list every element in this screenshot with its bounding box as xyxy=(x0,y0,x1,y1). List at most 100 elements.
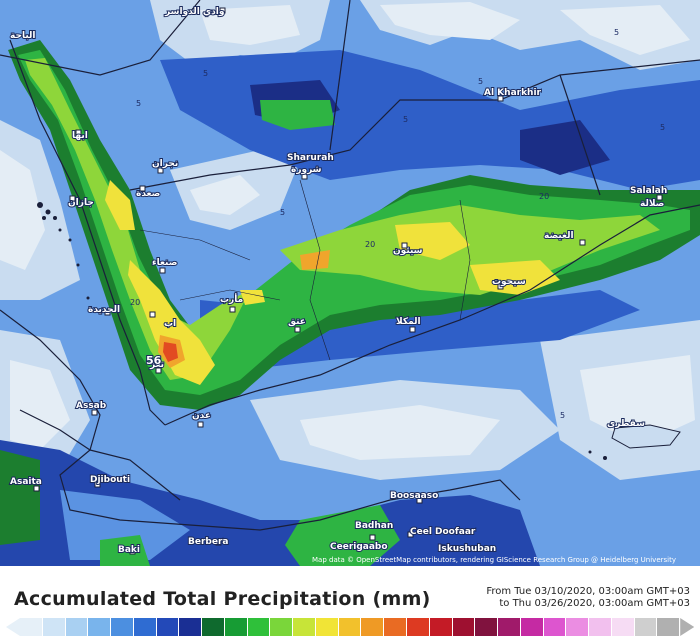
place-label: الغيضة xyxy=(544,231,574,241)
place-label: سيحوت xyxy=(492,277,526,287)
scale-swatch xyxy=(88,618,112,636)
lime-area xyxy=(25,58,250,380)
contour-label: 20 xyxy=(539,192,549,201)
contour-label: 5 xyxy=(614,28,619,37)
place-label: ابها xyxy=(72,131,88,141)
country-borders xyxy=(0,0,700,531)
legend-footer: Accumulated Total Precipitation (mm) Fro… xyxy=(0,566,700,640)
region-line xyxy=(139,229,251,261)
red-sea-coast xyxy=(9,39,166,426)
place-label: صلالة xyxy=(640,199,664,209)
scale-swatch xyxy=(452,618,476,636)
pale-area xyxy=(0,150,45,270)
place-label: وادي الدواسر xyxy=(164,7,224,17)
scale-swatch xyxy=(42,618,66,636)
place-labels: وادي الدواسر الباحة ابها نجران جازان صعد… xyxy=(9,6,668,556)
pale-area xyxy=(190,175,260,215)
scale-swatch xyxy=(475,618,499,636)
contour-label: 5 xyxy=(560,411,565,420)
socotra-island xyxy=(611,424,681,449)
scale-swatch xyxy=(566,618,590,636)
place-label: عدن xyxy=(192,411,211,421)
african-coast xyxy=(0,309,521,531)
scale-swatch xyxy=(20,618,43,636)
border-line xyxy=(0,0,201,76)
scale-swatch xyxy=(156,618,180,636)
scale-swatch xyxy=(338,618,362,636)
place-label: Ceerigaabo xyxy=(330,542,388,552)
place-label: الباحة xyxy=(10,31,35,41)
blue-precip-areas xyxy=(0,50,700,566)
scale-arrow-left xyxy=(6,618,20,636)
place-label: Assab xyxy=(76,401,107,411)
place-label: Iskushuban xyxy=(438,544,496,554)
contour-label: 5 xyxy=(478,77,483,86)
scale-swatch xyxy=(520,618,544,636)
place-label: نجران xyxy=(152,159,178,169)
map-title: Accumulated Total Precipitation (mm) xyxy=(14,588,431,610)
scale-arrow-right xyxy=(680,618,695,636)
scale-swatch xyxy=(634,618,658,636)
contour-label: 5 xyxy=(203,69,208,78)
place-label: Baki xyxy=(118,545,140,555)
green-area xyxy=(100,535,150,566)
max-value-label: 56 xyxy=(146,354,162,367)
precipitation-map[interactable]: 5 5 5 5 5 5 5 20 20 20 5 xyxy=(0,0,700,566)
green-area xyxy=(285,505,400,566)
place-label: سيئون xyxy=(393,246,423,256)
scale-swatch xyxy=(657,618,681,636)
place-label: سقطرى xyxy=(607,419,645,429)
orange-area xyxy=(300,250,330,270)
place-label: الحديدة xyxy=(88,305,120,315)
contour-label: 20 xyxy=(130,298,140,307)
region-line xyxy=(179,289,281,301)
border-line xyxy=(19,409,91,451)
pale-area xyxy=(200,5,300,45)
place-label: Djibouti xyxy=(90,475,130,485)
lime-area xyxy=(280,205,660,295)
scale-swatch xyxy=(407,618,430,636)
place-label: Berbera xyxy=(188,537,228,547)
place-label: Badhan xyxy=(355,521,393,531)
scale-swatch xyxy=(429,618,453,636)
border-line xyxy=(129,59,700,191)
scale-swatch xyxy=(247,618,271,636)
border-line xyxy=(329,0,351,151)
place-label: Ceel Doofaar xyxy=(410,527,476,537)
scale-swatch xyxy=(133,618,157,636)
contour-label: 5 xyxy=(280,208,285,217)
place-label: Sharurah xyxy=(287,153,334,163)
place-label: Boosaaso xyxy=(390,491,438,501)
region-line xyxy=(299,179,331,361)
city-markers xyxy=(33,7,663,555)
pale-area xyxy=(300,405,500,460)
place-label: المكلا xyxy=(396,317,421,327)
date-to: to Thu 03/26/2020, 03:00am GMT+03 xyxy=(499,598,690,609)
yellow-area xyxy=(105,180,135,230)
place-label: صنعاء xyxy=(152,258,177,268)
scale-swatch xyxy=(293,618,316,636)
scale-swatch xyxy=(498,618,521,636)
blue-area xyxy=(520,120,610,175)
green-area xyxy=(8,40,700,410)
contour-label: 5 xyxy=(660,123,665,132)
place-label: مأرب xyxy=(220,293,243,305)
pale-area xyxy=(560,5,690,55)
yellow-area xyxy=(240,290,265,305)
map-attribution: Map data © OpenStreetMap contributors, r… xyxy=(312,556,676,564)
contour-label: 20 xyxy=(365,240,375,249)
scale-swatch xyxy=(611,618,635,636)
scale-swatch xyxy=(589,618,612,636)
place-label: صعدة xyxy=(136,189,160,199)
place-label: Asaita xyxy=(10,477,42,487)
place-label: اب xyxy=(164,319,176,329)
green-area xyxy=(260,100,335,130)
place-label: تعز xyxy=(149,360,164,370)
pale-area xyxy=(580,355,695,445)
border-line xyxy=(89,449,181,501)
contour-label: 5 xyxy=(136,99,141,108)
contour-label: 5 xyxy=(403,115,408,124)
place-label: عتق xyxy=(288,317,306,327)
green-area xyxy=(0,450,40,545)
